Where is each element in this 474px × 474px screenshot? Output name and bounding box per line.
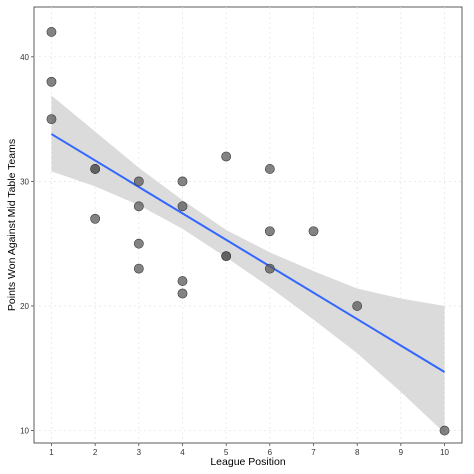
data-point-1 [46,27,57,37]
x-tick-label-3: 3 [137,448,142,457]
data-point-11 [177,176,188,187]
confidence-band-area [51,95,445,434]
data-point-6 [90,213,101,224]
data-point-8 [133,201,144,212]
x-tick-label-8: 8 [355,448,360,457]
data-point-21 [308,226,319,237]
x-axis-ticks: 1 2 3 4 5 6 7 8 9 10 [49,443,450,457]
regression-line [50,133,446,373]
data-point-14 [177,288,188,299]
data-point-18 [264,164,275,174]
data-point-15 [221,151,232,162]
x-tick-label-2: 2 [93,448,98,457]
y-tick-label-40: 40 [20,53,29,62]
x-tick-label-5: 5 [224,448,229,457]
data-point-10 [133,263,144,274]
y-axis-ticks: 10 20 30 40 [20,53,34,436]
data-point-5 [90,164,101,174]
data-point-7 [133,176,144,187]
data-point-2 [46,76,57,87]
y-tick-label-10: 10 [20,427,29,436]
data-point-22 [352,301,363,311]
x-tick-label-10: 10 [440,448,449,457]
data-point-12 [177,201,188,212]
x-tick-label-4: 4 [180,448,185,457]
x-tick-label-1: 1 [49,448,54,457]
y-axis-title: Points Won Against Mid Table Teams [6,139,18,311]
data-point-3 [46,114,57,125]
x-tick-label-9: 9 [399,448,404,457]
data-points [46,27,450,436]
data-point-13 [177,276,188,286]
confidence-band [51,95,445,434]
trend-line [50,133,446,373]
data-point-20 [264,263,275,274]
data-point-9 [133,238,144,249]
y-tick-label-20: 20 [20,302,29,311]
data-point-23 [439,425,450,436]
data-point-19 [264,226,275,237]
y-tick-label-30: 30 [20,177,29,186]
x-tick-label-7: 7 [311,448,316,457]
x-axis-title: League Position [210,456,285,468]
data-point-17 [221,251,232,262]
x-tick-label-6: 6 [268,448,273,457]
